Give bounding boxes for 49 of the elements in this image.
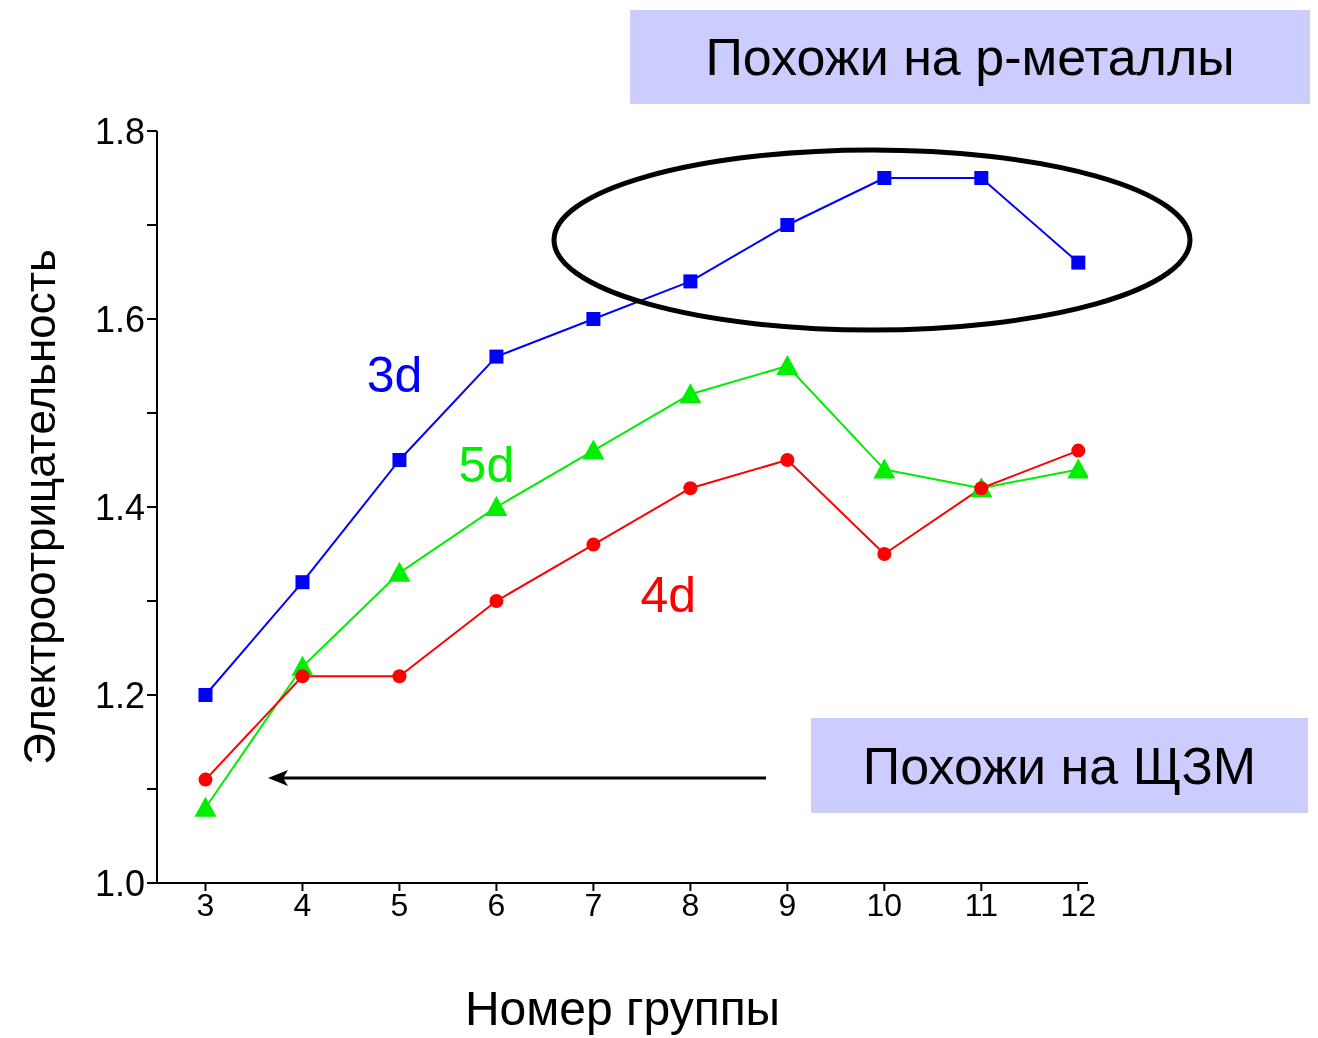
x-tick-label: 7: [584, 886, 603, 923]
point: [974, 171, 989, 185]
point: [780, 453, 795, 467]
point: [586, 312, 601, 326]
y-tick-label: 1.6: [94, 298, 145, 340]
point: [877, 171, 892, 185]
point: [1071, 255, 1086, 270]
point: [295, 669, 310, 684]
point: [1067, 458, 1088, 479]
point: [776, 355, 799, 375]
y-tick-label: 1.4: [94, 486, 145, 528]
x-tick-label: 6: [487, 886, 506, 923]
y-axis-title: Электроотрицательность: [15, 249, 65, 765]
point: [489, 349, 504, 364]
y-tick-label: 1.2: [94, 674, 145, 716]
series-label: 5d: [458, 436, 515, 494]
point: [198, 772, 213, 787]
annotation: Похожи на ЩЗМ: [811, 718, 1308, 813]
x-tick-label: 3: [196, 886, 215, 923]
point: [679, 383, 702, 404]
point: [198, 688, 213, 702]
point: [194, 796, 217, 817]
point: [1071, 443, 1086, 458]
point: [877, 547, 892, 561]
point: [485, 496, 508, 516]
text: Похожи на p-металлы: [630, 10, 1310, 104]
point: [392, 669, 407, 684]
x-tick-label: 4: [293, 886, 312, 923]
x-tick-label: 10: [866, 886, 903, 923]
point: [392, 453, 407, 467]
series-label: 4d: [640, 566, 697, 625]
point: [388, 561, 411, 582]
point: [873, 458, 896, 479]
y-tick-label: 1.0: [94, 862, 145, 904]
point: [683, 274, 698, 289]
x-axis-title: Номер группы: [464, 980, 781, 1036]
point: [780, 218, 795, 232]
y-tick-label: 1.8: [94, 110, 145, 152]
point: [582, 439, 605, 460]
point: [683, 481, 698, 496]
x-tick-label: 5: [390, 886, 409, 923]
x-tick-label: 12: [1060, 886, 1097, 923]
x-tick-label: 9: [778, 886, 797, 923]
series-label: 3d: [366, 346, 423, 404]
point: [295, 575, 310, 590]
point: [586, 537, 601, 552]
point: [489, 594, 504, 608]
x-tick-label: 11: [964, 886, 998, 923]
x-tick-label: 8: [681, 886, 700, 923]
